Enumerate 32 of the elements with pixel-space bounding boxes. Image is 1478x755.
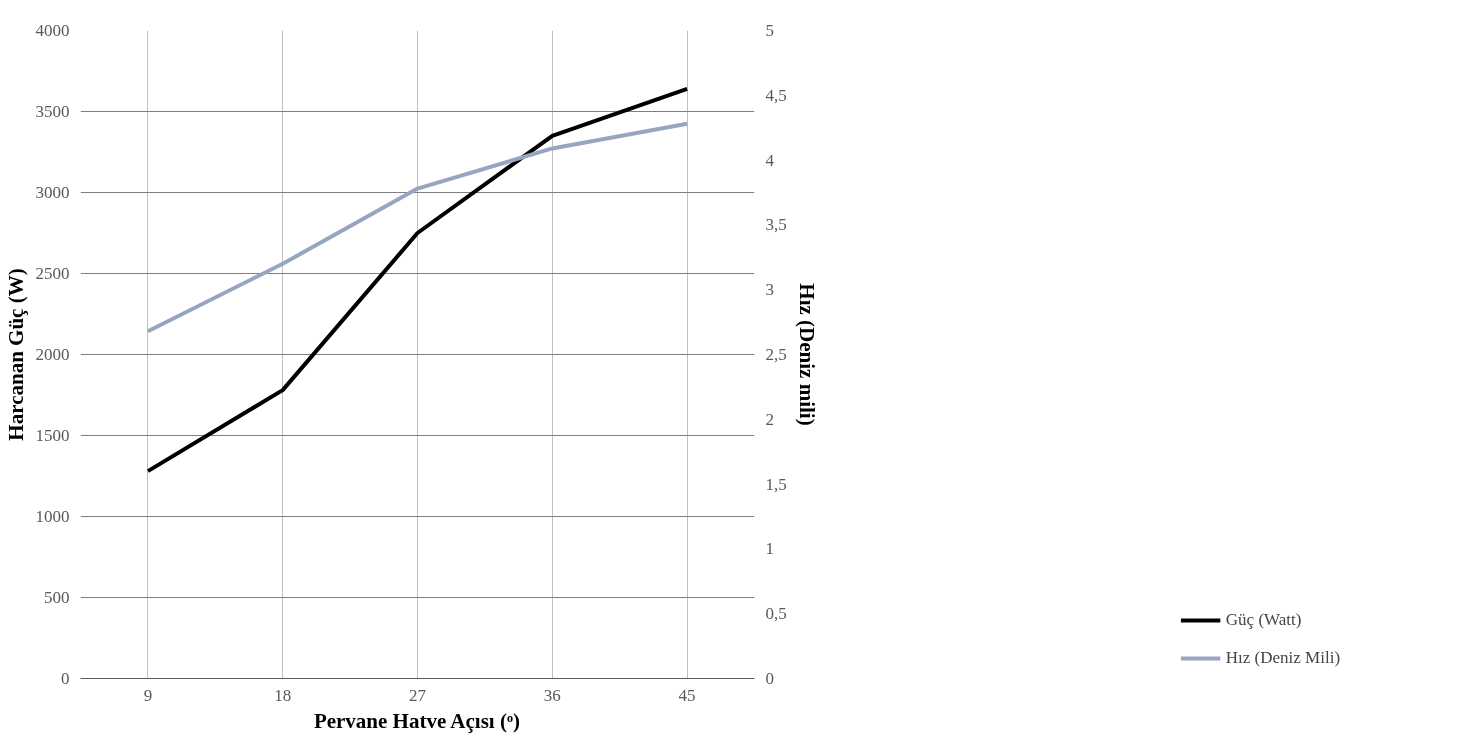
x-axis-title: Pervane Hatve Açısı (ᵒ) <box>313 708 520 733</box>
y-tick-label: 2500 <box>35 264 70 283</box>
y2-tick-label: 4 <box>765 150 775 170</box>
y-tick-label: 2000 <box>35 345 70 364</box>
x-tick-label: 18 <box>274 685 292 705</box>
y2-tick-label: 5 <box>765 21 774 40</box>
x-tick-label: 45 <box>678 685 696 705</box>
y2-tick-label: 1 <box>765 539 774 559</box>
y2-axis-title: Hız (Deniz mili) <box>794 283 819 426</box>
y2-tick-label: 2,5 <box>765 345 787 364</box>
x-tick-label: 27 <box>409 685 427 705</box>
y2-tick-label: 1,5 <box>765 474 787 494</box>
legend-label: Güç (Watt) <box>1225 610 1302 630</box>
y-axis-title: Harcanan Güç (W) <box>3 268 28 441</box>
y2-tick-label: 2 <box>765 409 774 429</box>
y2-tick-label: 3,5 <box>765 215 787 235</box>
y-tick-label: 0 <box>61 669 70 688</box>
y2-tick-label: 0 <box>765 669 774 688</box>
y2-tick-label: 0,5 <box>765 604 787 624</box>
y-tick-label: 3500 <box>35 102 70 121</box>
x-tick-label: 9 <box>143 685 153 705</box>
y-tick-label: 3000 <box>35 183 70 202</box>
y2-tick-label: 4,5 <box>765 85 787 105</box>
y-tick-label: 4000 <box>35 21 70 40</box>
y-tick-label: 1000 <box>35 507 70 526</box>
y-tick-label: 1500 <box>35 426 70 445</box>
legend-label: Hız (Deniz Mili) <box>1225 648 1341 668</box>
y-tick-label: 500 <box>44 588 70 607</box>
y2-tick-label: 3 <box>765 280 774 300</box>
x-tick-label: 36 <box>543 685 561 705</box>
line-series <box>145 86 690 474</box>
line-series <box>145 121 690 334</box>
